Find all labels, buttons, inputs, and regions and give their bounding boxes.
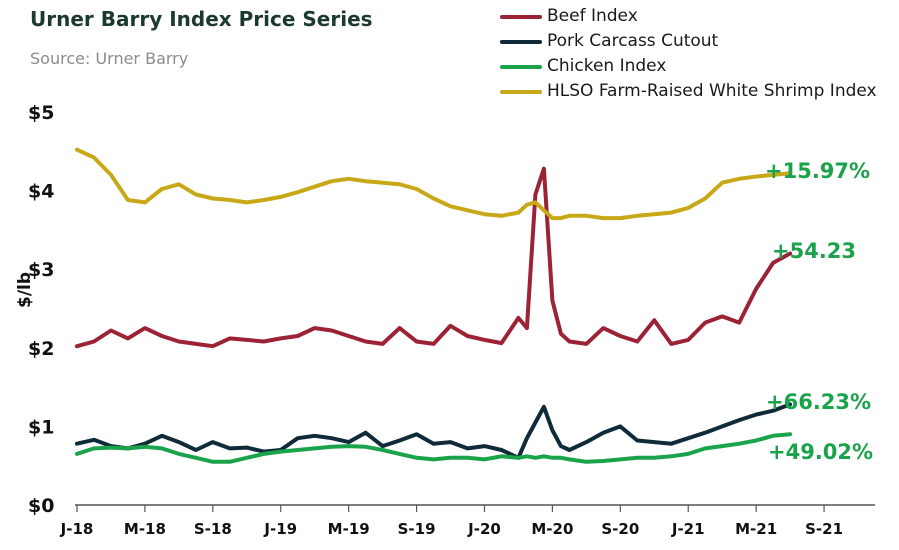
y-tick-label: $0 — [28, 495, 54, 517]
x-axis-ticks: J-18 M-18 S-18 J-19 M-19 S-19 J-20 M-20 S-20 J-21… — [60, 505, 843, 538]
legend-swatch-pork — [500, 40, 542, 44]
y-tick-label: $4 — [28, 181, 54, 203]
x-tick-label: J-18 — [60, 520, 94, 538]
x-tick-label: S-20 — [601, 520, 639, 538]
series-line-hlso-farm-raised-white-shrimp-index — [75, 147, 793, 221]
x-tick-label: M-20 — [531, 520, 573, 538]
x-tick-label: S-18 — [194, 520, 232, 538]
legend-label-shrimp: HLSO Farm-Raised White Shrimp Index — [547, 81, 877, 101]
x-tick-label: M-18 — [124, 520, 166, 538]
legend-label-beef: Beef Index — [547, 6, 638, 26]
x-tick-label: J-20 — [467, 520, 501, 538]
x-tick-label: S-21 — [805, 520, 843, 538]
chart-title: Urner Barry Index Price Series — [30, 7, 373, 31]
x-tick-label: M-19 — [328, 520, 370, 538]
series-lines — [75, 147, 793, 464]
series-end-label-chicken-index: +49.02% — [768, 440, 873, 464]
y-tick-label: $3 — [28, 259, 54, 281]
legend-swatch-chicken — [500, 65, 542, 69]
series-line-beef-index — [75, 166, 793, 349]
legend-swatch-shrimp — [500, 90, 542, 94]
chart-source: Source: Urner Barry — [30, 49, 189, 68]
series-line-chicken-index — [75, 432, 793, 464]
y-axis-label: $/lb — [15, 272, 35, 308]
y-tick-label: $5 — [28, 102, 54, 124]
series-end-labels: +54.23 +66.23% +49.02% +15.97% — [765, 159, 873, 464]
y-axis-ticks: $0 $1 $2 $3 $4 $5 — [28, 102, 54, 517]
x-tick-label: M-21 — [735, 520, 777, 538]
x-tick-label: J-21 — [671, 520, 705, 538]
legend-swatch-beef — [500, 15, 542, 19]
legend-label-pork: Pork Carcass Cutout — [547, 31, 719, 51]
series-end-label-hlso-farm-raised-white-shrimp-index: +15.97% — [765, 159, 870, 183]
y-tick-label: $2 — [28, 338, 54, 360]
legend-label-chicken: Chicken Index — [547, 56, 667, 76]
series-end-label-beef-index: +54.23 — [772, 239, 856, 263]
y-tick-label: $1 — [28, 416, 54, 438]
x-tick-label: J-19 — [263, 520, 297, 538]
series-end-label-pork-carcass-cutout: +66.23% — [766, 390, 871, 414]
x-tick-label: S-19 — [398, 520, 436, 538]
series-line-pork-carcass-cutout — [75, 402, 793, 460]
